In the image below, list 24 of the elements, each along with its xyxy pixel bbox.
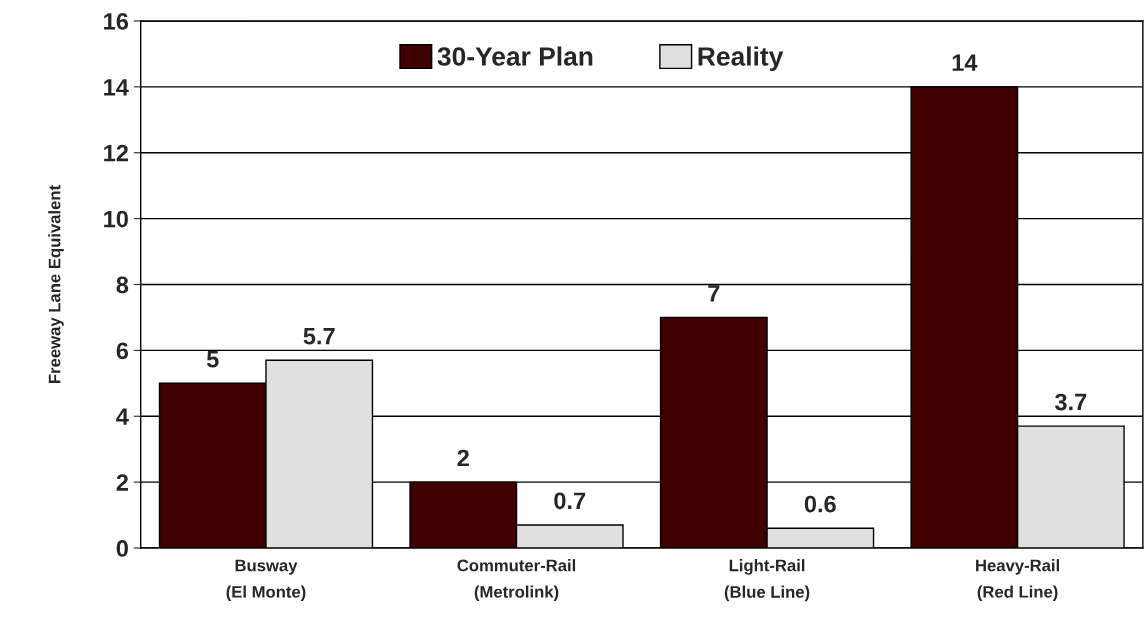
x-tick-label: Busway (El Monte) [226,559,306,602]
x-tick-label: Heavy-Rail (Red Line) [976,559,1060,602]
data-label: 5 [206,351,219,368]
y-tick-label: 4 [116,408,129,425]
data-label: 2 [457,449,469,467]
y-tick-label: 6 [116,342,129,360]
x-tick-label: Commuter-Rail (Metrolink) [457,559,576,602]
data-label: 5.7 [303,327,335,345]
y-axis-title: Freeway Lane Equivalent [48,185,64,383]
data-label: 7 [708,285,720,302]
data-label: 0.6 [804,495,836,513]
y-tick-label: 10 [104,210,128,228]
data-label: 3.7 [1054,393,1087,411]
data-label: 0.7 [554,492,586,510]
y-tick-label: 12 [104,144,128,162]
legend-label: 30-Year Plan [437,46,593,66]
y-tick-label: 16 [104,13,129,30]
legend-label: Reality [698,46,784,72]
y-tick-label: 14 [104,79,129,96]
y-tick-label: 2 [116,474,128,491]
x-tick-label: Light-Rail (Blue Line) [724,559,810,602]
data-label: 14 [952,54,978,71]
y-tick-label: 0 [116,540,128,557]
y-tick-label: 8 [116,276,129,294]
